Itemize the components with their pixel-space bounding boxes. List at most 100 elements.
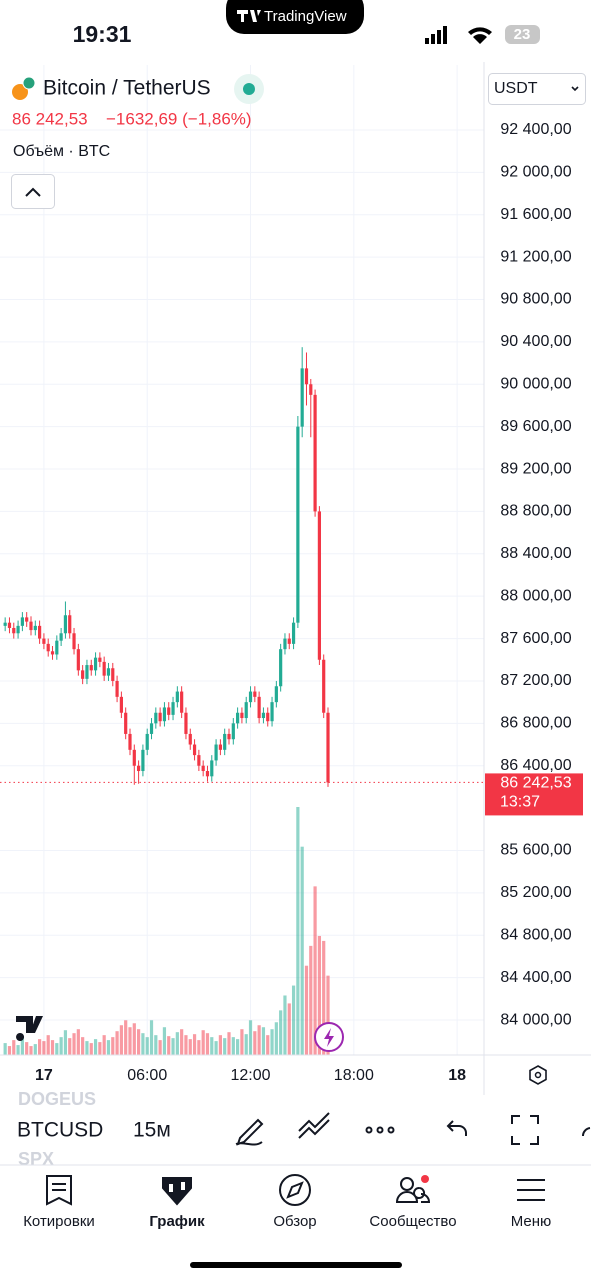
candle-body: [236, 712, 240, 724]
candle-body: [59, 633, 63, 641]
candle-body: [317, 511, 321, 660]
volume-bar: [210, 1037, 214, 1055]
x-tick-label: 06:00: [127, 1067, 167, 1084]
y-tick-label: 90 800,00: [500, 291, 571, 308]
volume-bar: [106, 1040, 111, 1055]
candle-body: [106, 668, 111, 676]
nav-candle: [181, 1182, 185, 1190]
candle-body: [214, 744, 218, 761]
symbol-name[interactable]: Bitcoin / TetherUS: [43, 77, 211, 100]
candle-body: [313, 394, 317, 512]
volume-bar: [76, 1029, 80, 1055]
candle-body: [42, 638, 46, 644]
candle-body: [171, 702, 175, 715]
candle-body: [55, 640, 59, 655]
x-tick-label: 17: [35, 1067, 53, 1084]
nav-icon[interactable]: [162, 1177, 192, 1206]
volume-bar: [218, 1035, 222, 1055]
trend-tool[interactable]: [298, 1112, 330, 1139]
volume-bar: [25, 1042, 29, 1055]
volume-bar: [257, 1025, 261, 1055]
volume-bar: [141, 1033, 145, 1055]
candle-body: [81, 670, 85, 679]
volume-bar: [98, 1042, 102, 1055]
candle-body: [223, 733, 227, 750]
toolbar-symbol[interactable]: BTCUSD: [17, 1119, 103, 1142]
candle-body: [46, 643, 50, 652]
volume-bar: [93, 1039, 98, 1055]
grid: [0, 65, 484, 1055]
tv-logo-icon: [237, 10, 261, 22]
volume-bar: [261, 1027, 266, 1055]
nav-icon[interactable]: [279, 1174, 311, 1206]
candle-body: [38, 625, 42, 639]
volume-bar: [223, 1038, 227, 1055]
volume-layer: [3, 807, 330, 1055]
y-tick-label: 86 400,00: [500, 757, 571, 774]
volume-bar: [89, 1043, 93, 1055]
symbol-bg: [0, 1108, 120, 1150]
volume-bar: [42, 1041, 46, 1055]
y-tick-label: 90 400,00: [500, 333, 571, 350]
candle-body: [72, 633, 76, 650]
volume-bar: [7, 1046, 12, 1055]
candle-body: [210, 760, 214, 777]
next-symbol[interactable]: SPX: [18, 1149, 54, 1169]
nav-icon[interactable]: [400, 1177, 414, 1191]
settings-icon[interactable]: [529, 1065, 547, 1085]
candle-body: [20, 617, 24, 626]
header-price: 86 242,53: [12, 109, 88, 128]
y-tick-label: 85 600,00: [500, 842, 571, 859]
candle-body: [279, 649, 283, 687]
candle-body: [63, 615, 68, 634]
y-tick-label: 86 800,00: [500, 715, 571, 732]
candle-body: [244, 702, 248, 719]
candle-body: [50, 651, 55, 655]
notification-dot: [421, 1175, 429, 1183]
candles-layer: [3, 347, 330, 787]
volume-bar: [119, 1025, 123, 1055]
candle-body: [227, 733, 231, 740]
candle-body: [68, 615, 72, 634]
candle-body: [128, 733, 132, 750]
settings-icon-dot: [534, 1071, 542, 1079]
volume-bar: [115, 1031, 119, 1055]
prev-symbol[interactable]: DOGEUS: [18, 1089, 96, 1109]
candle-body: [300, 368, 304, 427]
collapse-button[interactable]: [11, 174, 55, 209]
brush-tool[interactable]: [235, 1118, 264, 1146]
volume-bar: [12, 1040, 16, 1055]
candle-body: [167, 707, 171, 715]
volume-bar: [188, 1039, 192, 1055]
volume-bar: [304, 965, 309, 1055]
fullscreen[interactable]: [511, 1115, 539, 1145]
undo[interactable]: [446, 1120, 467, 1136]
nav-labels: Котировки График Обзор Сообщество Меню: [23, 1213, 551, 1230]
interval[interactable]: 15м: [133, 1119, 171, 1142]
volume-bar: [266, 1035, 270, 1055]
y-tick-label: 92 000,00: [500, 164, 571, 181]
candle-body: [261, 712, 266, 719]
chevron-up: [25, 187, 41, 197]
volume-bar: [287, 1003, 291, 1055]
volume-bar: [124, 1020, 128, 1055]
volume-bar: [283, 995, 287, 1055]
volume-bar: [20, 1037, 24, 1055]
usdt-icon: [22, 76, 36, 90]
x-tick-label: 18:00: [334, 1067, 374, 1084]
volume-bar: [162, 1027, 167, 1055]
currency-select[interactable]: [488, 73, 586, 105]
volume-bar: [171, 1038, 175, 1055]
nav-icon[interactable]: [46, 1175, 72, 1206]
nav-icon[interactable]: [517, 1179, 545, 1201]
more-dot: [387, 1126, 395, 1134]
volume-bar: [81, 1037, 85, 1055]
volume-bar: [16, 1045, 20, 1055]
nav-icon-people: [395, 1187, 431, 1203]
more-dot[interactable]: [365, 1126, 373, 1134]
candle-body: [184, 712, 188, 734]
candle-body: [274, 686, 278, 703]
volume-bar: [50, 1040, 55, 1055]
